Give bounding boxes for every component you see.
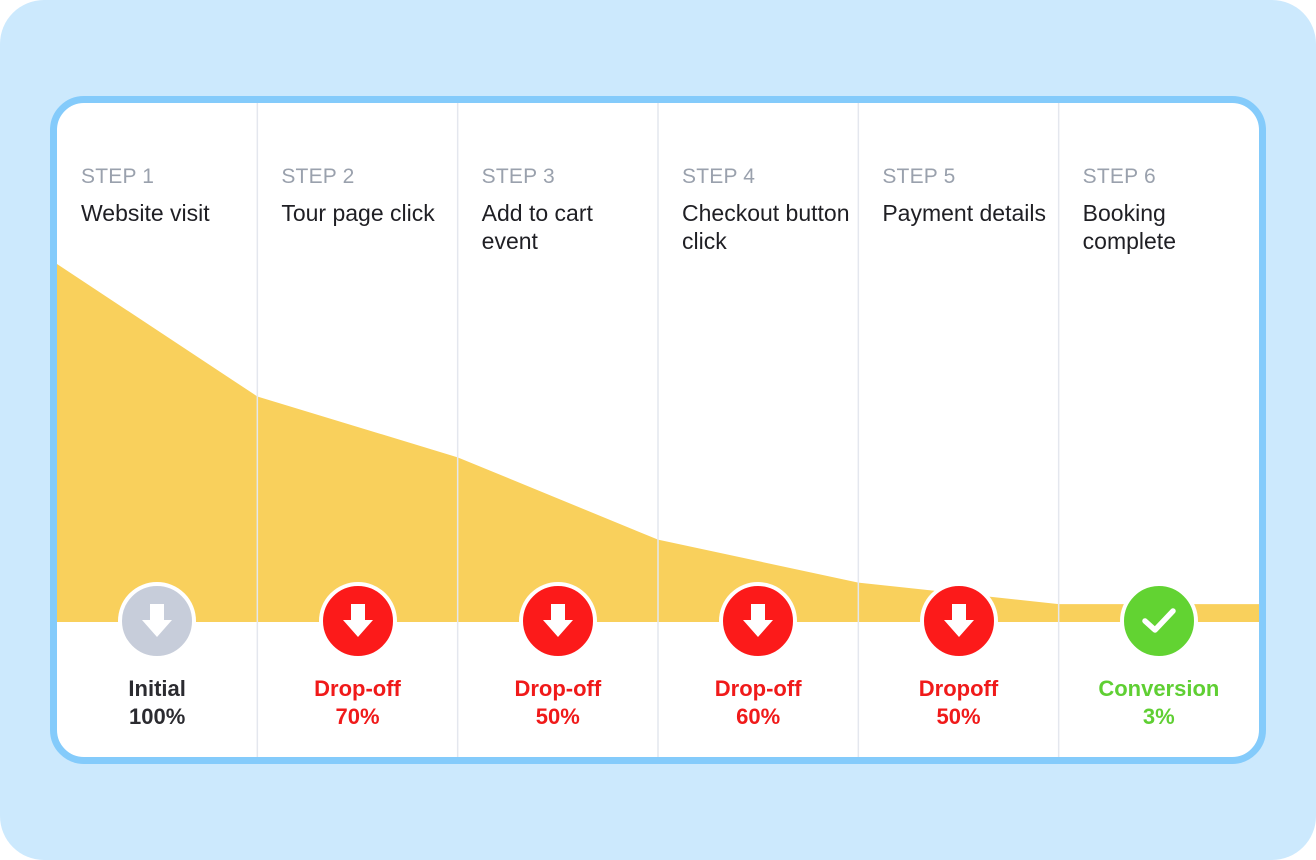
status-value: 3% (1142, 704, 1175, 729)
status-value: 60% (736, 704, 781, 729)
step-header: STEP 4 Checkout button click (682, 165, 872, 255)
conversion-badge (1119, 582, 1198, 660)
step-number: STEP 1 (81, 165, 155, 188)
dropoff-badge (719, 582, 798, 660)
step-stat: Drop-off 70% (268, 675, 448, 731)
step-stat: Dropoff 50% (869, 675, 1049, 731)
dropoff-badge (518, 582, 597, 660)
arrow-down-icon (942, 602, 976, 640)
status-label: Conversion (1098, 676, 1220, 701)
step-header: STEP 1 Website visit (81, 165, 271, 227)
step-header: STEP 3 Add to cart event (482, 165, 672, 255)
step-number: STEP 4 (682, 165, 756, 188)
dropoff-badge (919, 582, 998, 660)
step-name: Checkout button click (682, 200, 850, 254)
funnel-area (57, 264, 1259, 622)
status-value: 70% (335, 704, 380, 729)
arrow-down-icon (741, 602, 775, 640)
step-number: STEP 6 (1082, 165, 1156, 188)
step-name: Website visit (81, 200, 210, 226)
step-stat: Drop-off 60% (668, 675, 848, 731)
checkmark-icon (1141, 606, 1177, 636)
arrow-down-icon (341, 602, 375, 640)
step-name: Booking complete (1082, 200, 1176, 254)
step-header: STEP 5 Payment details (882, 165, 1072, 227)
step-number: STEP 3 (481, 165, 555, 188)
step-number: STEP 2 (281, 165, 355, 188)
step-stat: Drop-off 50% (468, 675, 648, 731)
status-value: 50% (936, 704, 981, 729)
arrow-down-icon (140, 602, 174, 640)
step-name: Tour page click (281, 200, 435, 226)
dropoff-badge (318, 582, 397, 660)
step-number: STEP 5 (882, 165, 956, 188)
status-label: Drop-off (714, 676, 802, 701)
step-stat: Initial 100% (67, 675, 247, 731)
funnel-card: STEP 1 Website visit Initial 100% STEP 2 Tour… (50, 96, 1266, 764)
initial-badge (118, 582, 197, 660)
status-value: 50% (535, 704, 580, 729)
status-label: Drop-off (314, 676, 401, 701)
status-label: Dropoff (918, 676, 999, 701)
step-header: STEP 6 Booking complete (1082, 165, 1259, 255)
status-value: 100% (129, 704, 186, 729)
step-name: Payment details (882, 200, 1046, 226)
step-name: Add to cart event (481, 200, 593, 254)
step-header: STEP 2 Tour page click (281, 165, 471, 227)
status-label: Drop-off (514, 676, 602, 701)
funnel-chart (57, 103, 1259, 757)
step-stat: Conversion 3% (1069, 675, 1249, 731)
arrow-down-icon (541, 602, 575, 640)
status-label: Initial (128, 676, 186, 701)
